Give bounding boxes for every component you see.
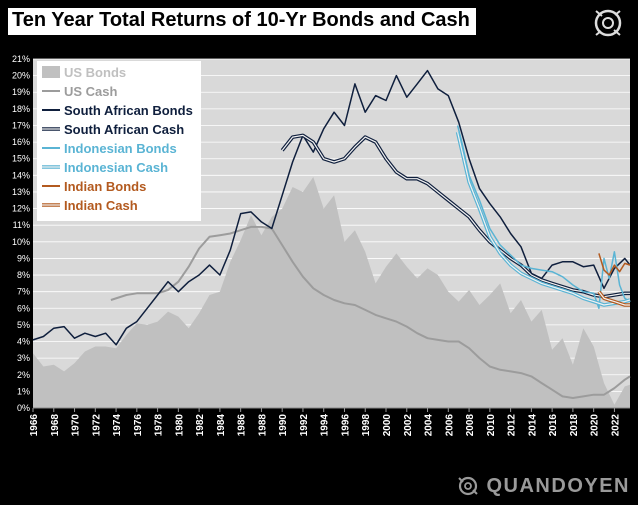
- x-tick-label: 1992: [299, 414, 310, 437]
- series-indonesian-cash-line-inner: [457, 131, 631, 306]
- brand: QUANDOYEN: [456, 473, 630, 499]
- series-indian-bonds-line: [598, 253, 631, 276]
- y-tick-label: 10%: [12, 237, 30, 247]
- x-tick-label: 1978: [154, 414, 165, 437]
- x-tick-label: 1980: [174, 414, 185, 437]
- brand-logo-icon: [458, 476, 479, 496]
- legend-label: South African Cash: [64, 122, 184, 137]
- y-tick-label: 6%: [17, 303, 30, 313]
- x-tick-label: 2006: [444, 414, 455, 437]
- x-tick-label: 2018: [569, 414, 580, 437]
- x-tick-label: 1966: [29, 414, 40, 437]
- legend-label: Indian Bonds: [64, 179, 146, 194]
- y-tick-label: 12%: [12, 204, 30, 214]
- x-tick-label: 2016: [548, 414, 559, 437]
- legend-label: US Cash: [64, 84, 118, 99]
- y-tick-label: 7%: [17, 287, 30, 297]
- y-tick-label: 13%: [12, 187, 30, 197]
- x-tick-label: 2010: [486, 414, 497, 437]
- legend-swatch: [42, 66, 60, 78]
- chart-title: Ten Year Total Returns of 10-Yr Bonds an…: [8, 8, 476, 35]
- legend-label: US Bonds: [64, 65, 126, 80]
- legend-label: Indian Cash: [64, 198, 138, 213]
- x-tick-label: 2008: [465, 414, 476, 437]
- y-tick-label: 1%: [17, 386, 30, 396]
- x-tick-label: 1994: [320, 414, 331, 437]
- x-tick-label: 2004: [424, 414, 435, 437]
- y-tick-label: 19%: [12, 87, 30, 97]
- series-indonesian-bonds-line: [456, 125, 631, 310]
- y-tick-label: 15%: [12, 154, 30, 164]
- y-tick-label: 0%: [17, 403, 30, 413]
- series-us-bonds-area: [33, 177, 630, 408]
- legend-label: South African Bonds: [64, 103, 193, 118]
- series-indian-cash-line-inner: [598, 291, 630, 306]
- x-tick-label: 1986: [237, 414, 248, 437]
- y-tick-label: 17%: [12, 120, 30, 130]
- x-tick-label: 2000: [382, 414, 393, 437]
- x-tick-label: 1976: [133, 414, 144, 437]
- y-tick-label: 9%: [17, 253, 30, 263]
- series-us-cash-line: [110, 225, 631, 399]
- x-tick-label: 1998: [361, 414, 372, 437]
- quandoyen-logo-icon: [594, 9, 622, 37]
- x-tick-label: 1990: [278, 414, 289, 437]
- legend-label: Indonesian Cash: [64, 160, 168, 175]
- x-tick-label: 1982: [195, 414, 206, 437]
- y-tick-label: 20%: [12, 71, 30, 81]
- x-tick-label: 2002: [403, 414, 414, 437]
- y-tick-label: 18%: [12, 104, 30, 114]
- x-tick-label: 2020: [590, 414, 601, 437]
- x-tick-label: 1970: [71, 414, 82, 437]
- y-tick-label: 3%: [17, 353, 30, 363]
- legend-label: Indonesian Bonds: [64, 141, 177, 156]
- x-tick-label: 1968: [50, 414, 61, 437]
- y-tick-label: 14%: [12, 170, 30, 180]
- y-tick-label: 21%: [12, 54, 30, 64]
- y-tick-label: 8%: [17, 270, 30, 280]
- brand-name: QUANDOYEN: [486, 474, 630, 497]
- legend: [37, 61, 201, 221]
- x-tick-label: 1974: [112, 414, 123, 437]
- plot-area: 0% 1% 2% 3% 4% 5% 6% 7% 8% 9% 10% 11% 12% 13% 14% 15% 16…: [12, 54, 631, 437]
- x-tick-label: 1996: [340, 414, 351, 437]
- series-south-african-cash-line-inner: [281, 134, 630, 298]
- x-tick-label: 2022: [610, 414, 621, 437]
- y-tick-label: 16%: [12, 137, 30, 147]
- y-tick-label: 4%: [17, 337, 30, 347]
- x-tick-label: 1972: [91, 414, 102, 437]
- x-tick-label: 2014: [527, 414, 538, 437]
- y-tick-label: 11%: [13, 220, 30, 230]
- y-tick-label: 2%: [17, 370, 30, 380]
- y-tick-label: 5%: [17, 320, 30, 330]
- x-tick-label: 1988: [257, 414, 268, 437]
- x-tick-label: 2012: [507, 414, 518, 437]
- x-tick-label: 1984: [216, 414, 227, 437]
